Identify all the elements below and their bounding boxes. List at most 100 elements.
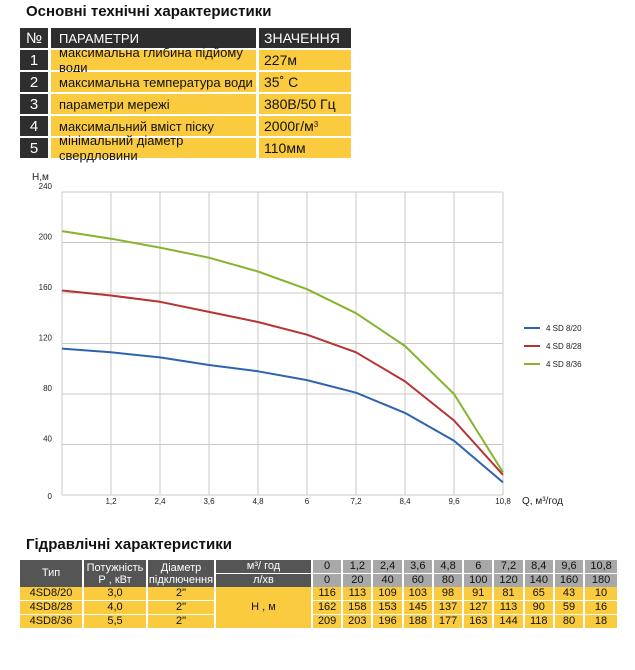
flow-l-cell: 20: [343, 573, 374, 587]
model-power: 4,0: [82, 601, 146, 615]
hydraulic-model-row: 4SD8/20 3,0 2" Н , м 116 113 109 103 98 …: [20, 587, 617, 629]
spec-row-value: 2000г/м: [264, 118, 314, 134]
y-tick-label: 40: [43, 435, 52, 444]
pump-curve-chart: 0 40 80 120 160 200 240 1,2 2,4 3,6 4,8 6 7,2 8,4 9,6 1…: [32, 172, 582, 507]
spec-row-num: 4: [20, 116, 48, 136]
x-tick-label: 2,4: [154, 497, 166, 506]
y-axis-label: Н,м: [32, 172, 49, 183]
y-tick-label: 200: [39, 233, 53, 242]
spec-header-num: №: [20, 28, 48, 48]
spec-header-param: ПАРАМЕТРИ: [51, 28, 256, 48]
head-cell: 80: [554, 615, 586, 629]
head-cell: 59: [554, 601, 586, 615]
x-tick-label: 8,4: [399, 497, 411, 506]
model-diameter: 2": [146, 601, 214, 615]
series-line: [61, 289, 504, 476]
flow-l-cell: 40: [373, 573, 404, 587]
flow-unit-l: л/хв: [214, 573, 313, 587]
y-tick-label: 120: [39, 334, 53, 343]
legend-label: 4 SD 8/36: [546, 360, 582, 369]
head-cell: 127: [464, 601, 495, 615]
hydraulic-row-flow-m3: Тип Потужність Р , кВт Діаметр підключен…: [20, 560, 617, 587]
legend-label: 4 SD 8/28: [546, 342, 582, 351]
spec-row-param: максимальна глибина підйому води: [51, 45, 256, 75]
flow-m3-cell: 1,2: [343, 560, 374, 573]
head-label: Н , м: [214, 587, 313, 629]
head-cell: 113: [343, 587, 374, 601]
model-diameter: 2": [146, 587, 214, 601]
head-cell: 153: [373, 601, 404, 615]
head-cell: 188: [403, 615, 434, 629]
head-cell: 162: [313, 601, 344, 615]
flow-m3-cell: 2,4: [373, 560, 404, 573]
x-axis-label: Q, м³/год: [522, 496, 563, 507]
col-type-header: Тип: [20, 560, 82, 587]
spec-row: 3 параметри мережі 380В/50 Гц: [20, 94, 351, 114]
flow-l-cell: 100: [464, 573, 495, 587]
spec-row: 2 максимальна температура води 35˚ С: [20, 72, 351, 92]
x-tick-label: 3,6: [203, 497, 215, 506]
spec-row: 4 максимальний вміст піску 2000г/м 3: [20, 116, 351, 136]
spec-table: № ПАРАМЕТРИ ЗНАЧЕННЯ 1 максимальна глиби…: [20, 28, 351, 163]
flow-l-cell: 0: [313, 573, 344, 587]
x-tick-label: 4,8: [252, 497, 264, 506]
head-cell: 103: [403, 587, 434, 601]
x-tick-label: 6: [305, 497, 310, 506]
head-cell: 98: [433, 587, 465, 601]
spec-row-num: 5: [20, 138, 48, 158]
spec-row-param: максимальна температура води: [51, 72, 256, 92]
head-cell: 91: [464, 587, 495, 601]
model-diameter: 2": [146, 615, 214, 629]
model-type: 4SD8/28: [20, 601, 82, 615]
flow-l-cell: 120: [494, 573, 525, 587]
spec-title: Основні технічні характеристики: [26, 3, 272, 20]
y-tick-label: 240: [39, 182, 53, 191]
spec-row: 5 мінімальний діаметр свердловини 110мм: [20, 133, 351, 163]
spec-row: 1 максимальна глибина підйому води 227м: [20, 45, 351, 75]
spec-row-param: мінімальний діаметр свердловини: [51, 133, 256, 163]
spec-row-value-sup: 3: [313, 119, 319, 129]
spec-header-value: ЗНАЧЕННЯ: [259, 28, 351, 48]
head-cell: 137: [433, 601, 465, 615]
head-cell: 16: [585, 601, 617, 615]
head-cell: 90: [524, 601, 555, 615]
head-cell: 209: [313, 615, 344, 629]
hydraulic-row-flow-l: л/хв 0 20 40 60 80 100 120 140 160 180: [20, 573, 617, 587]
head-cell: 18: [585, 615, 617, 629]
spec-header-row: № ПАРАМЕТРИ ЗНАЧЕННЯ: [20, 28, 351, 48]
head-cell: 203: [343, 615, 374, 629]
head-cell: 116: [313, 587, 344, 601]
series-line: [61, 347, 504, 484]
hydraulic-table: Тип Потужність Р , кВт Діаметр підключен…: [20, 560, 617, 629]
flow-m3-cell: 4,8: [433, 560, 465, 573]
flow-m3-cell: 6: [464, 560, 495, 573]
head-cell: 113: [494, 601, 525, 615]
head-cell: 81: [494, 587, 525, 601]
hydraulic-title: Гідравлічні характеристики: [26, 536, 232, 553]
model-type: 4SD8/20: [20, 587, 82, 601]
head-cell: 145: [403, 601, 434, 615]
model-power: 5,5: [82, 615, 146, 629]
head-cell: 118: [524, 615, 555, 629]
head-cell: 163: [464, 615, 495, 629]
flow-m3-cell: 8,4: [524, 560, 555, 573]
x-tick-label: 1,2: [105, 497, 117, 506]
flow-m3-cell: 10,8: [585, 560, 617, 573]
flow-unit-m3: м³/ год: [214, 560, 313, 573]
head-cell: 196: [373, 615, 404, 629]
head-cell: 144: [494, 615, 525, 629]
spec-row-value: 227м: [259, 50, 351, 70]
flow-m3-cell: 7,2: [494, 560, 525, 573]
head-cell: 65: [524, 587, 555, 601]
legend-label: 4 SD 8/20: [546, 324, 582, 333]
spec-row-param: параметри мережі: [51, 94, 256, 114]
flow-l-cell: 180: [585, 573, 617, 587]
spec-row-value: 110мм: [259, 138, 351, 158]
x-tick-label: 7,2: [350, 497, 362, 506]
y-tick-label: 160: [39, 283, 53, 292]
flow-l-cell: 140: [524, 573, 555, 587]
model-type: 4SD8/36: [20, 615, 82, 629]
head-cell: 177: [433, 615, 465, 629]
col-diameter-header: Діаметр підключення: [146, 560, 214, 587]
flow-l-cell: 60: [403, 573, 434, 587]
